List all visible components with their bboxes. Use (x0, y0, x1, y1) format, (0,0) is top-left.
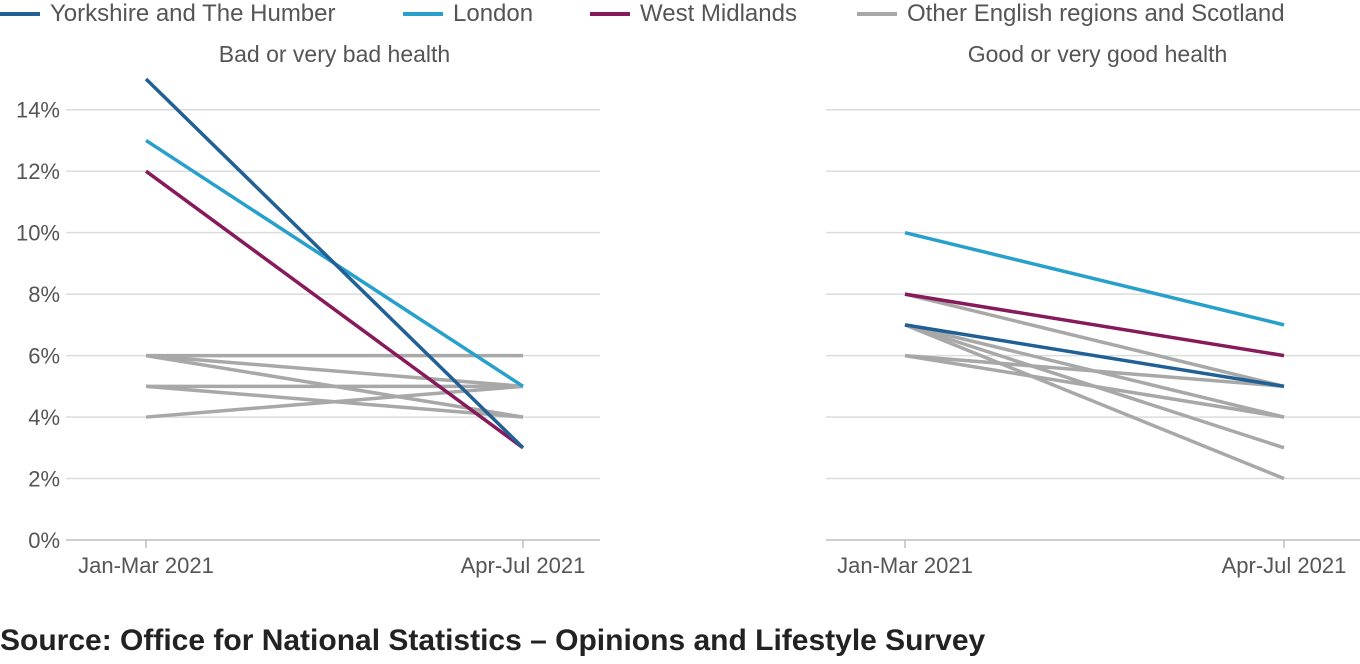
legend-swatch-west-midlands (590, 12, 630, 16)
y-tick-label: 12% (16, 159, 60, 184)
y-tick-label: 10% (16, 221, 60, 246)
series-line-west-midlands (144, 169, 525, 450)
legend-swatch-other-regions (857, 12, 897, 16)
legend-item-london: London (403, 0, 533, 28)
series-line-other-english-regions-and-scotland (904, 292, 1285, 389)
series-line-other-english-regions-and-scotland (904, 353, 1285, 419)
series-line-west-midlands (904, 292, 1285, 358)
y-tick-label: 4% (28, 405, 60, 430)
legend-swatch-yorkshire (0, 12, 40, 16)
series-line-london (904, 230, 1285, 327)
legend-label-london: London (453, 0, 534, 27)
source-note: Source: Office for National Statistics –… (0, 624, 986, 657)
legend-label-yorkshire: Yorkshire and The Humber (50, 0, 336, 27)
y-tick-label: 0% (28, 528, 60, 553)
y-tick-label: 14% (16, 98, 60, 123)
x-tick-label: Apr-Jul 2021 (1222, 553, 1347, 578)
legend-item-yorkshire: Yorkshire and The Humber (0, 0, 336, 28)
x-tick-label: Jan-Mar 2021 (837, 553, 973, 578)
panel-title: Bad or very bad health (219, 41, 450, 67)
y-tick-label: 2% (28, 467, 60, 492)
legend-item-west-midlands: West Midlands (590, 0, 797, 28)
panel-title: Good or very good health (968, 41, 1228, 67)
series-line-yorkshire-and-the-humber (904, 323, 1285, 389)
series-line-other-english-regions-and-scotland (904, 323, 1285, 481)
legend-item-other-regions: Other English regions and Scotland (857, 0, 1285, 28)
x-tick-label: Apr-Jul 2021 (461, 553, 586, 578)
chart-legend: Yorkshire and The Humber London West Mid… (0, 0, 1360, 28)
y-tick-label: 8% (28, 282, 60, 307)
series-line-other-english-regions-and-scotland (145, 384, 524, 419)
legend-label-west-midlands: West Midlands (640, 0, 797, 27)
slope-chart: 0% 2% 4% 6% 8% 10% 12% 14% Bad or very bad healt… (16, 41, 1360, 578)
legend-label-other-regions: Other English regions and Scotland (907, 0, 1285, 27)
series-line-other-english-regions-and-scotland (904, 353, 1285, 389)
x-tick-label: Jan-Mar 2021 (78, 553, 214, 578)
y-tick-label: 6% (28, 344, 60, 369)
series-line-yorkshire-and-the-humber (144, 77, 525, 450)
legend-swatch-london (403, 12, 443, 16)
series-line-other-english-regions-and-scotland (145, 353, 524, 389)
